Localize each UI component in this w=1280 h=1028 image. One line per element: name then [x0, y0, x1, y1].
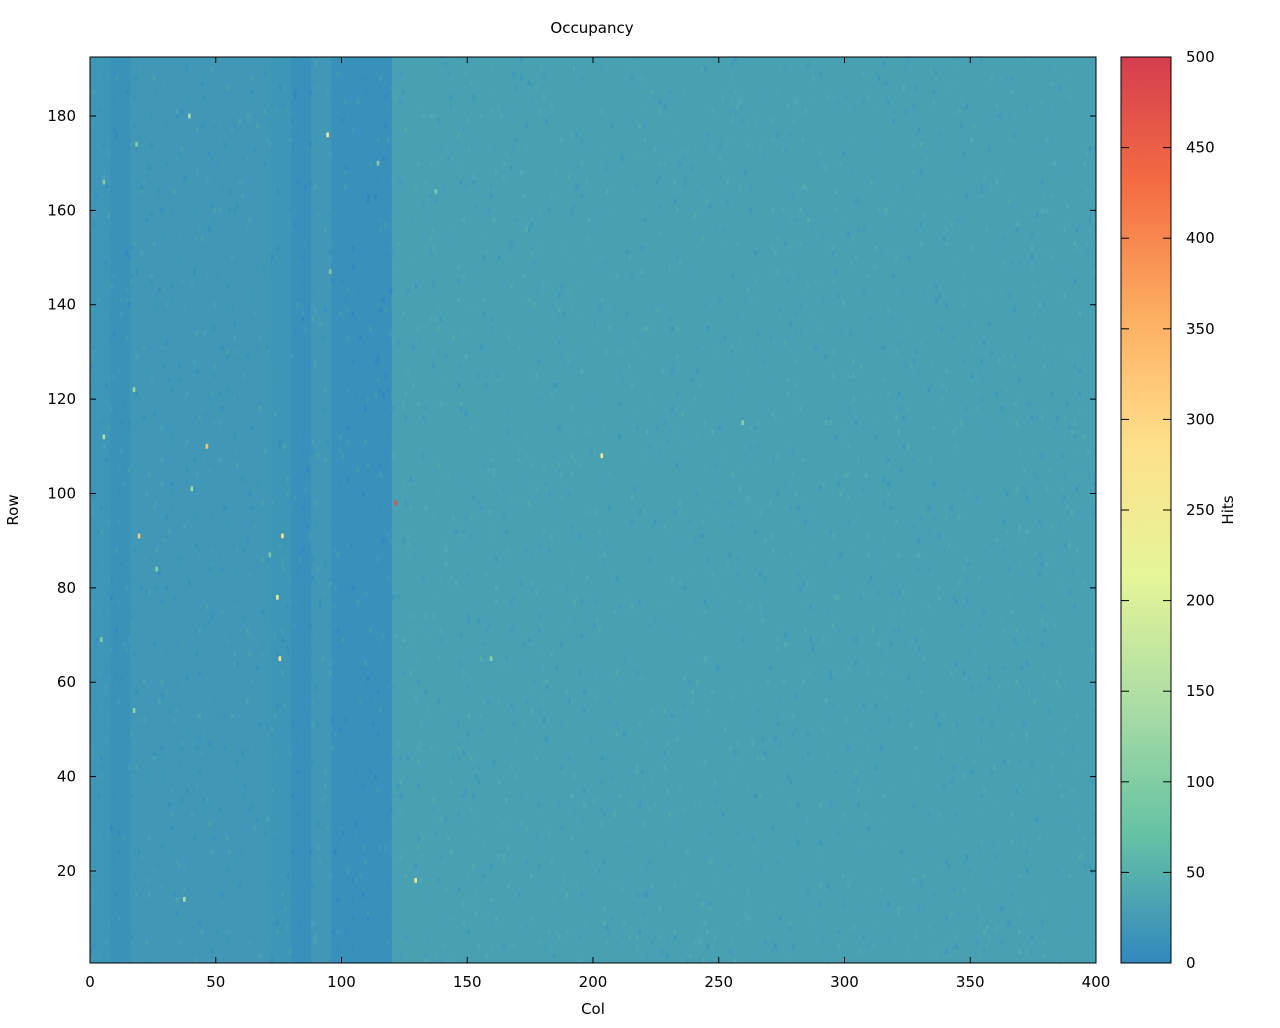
- hot-pixel-19: [489, 656, 493, 661]
- colorbar-tick-label: 350: [1186, 320, 1215, 338]
- hot-pixel-0: [188, 113, 191, 119]
- hot-pixel-24: [328, 269, 332, 275]
- colorbar-tick-label: 0: [1186, 954, 1196, 972]
- y-tick-label: 100: [47, 484, 76, 502]
- heatmap-noise: [90, 57, 1097, 964]
- x-tick-label: 100: [327, 973, 356, 991]
- column-band-6: [331, 57, 393, 963]
- heatmap-cells: [90, 57, 1097, 964]
- hot-pixel-14: [281, 533, 284, 539]
- y-tick-label: 120: [47, 390, 76, 408]
- y-tick-label: 180: [47, 107, 76, 125]
- hot-pixel-7: [102, 434, 106, 440]
- colorbar-tick-label: 500: [1186, 48, 1215, 66]
- x-tick-label: 150: [453, 973, 482, 991]
- hot-pixel-4: [102, 179, 106, 185]
- colorbar-tick-label: 250: [1186, 501, 1215, 519]
- y-tick-label: 80: [57, 579, 76, 597]
- colorbar-tick-label: 400: [1186, 229, 1215, 247]
- hot-pixel-16: [276, 594, 279, 600]
- colorbar-label: Hits: [1219, 495, 1237, 524]
- hot-pixel-9: [600, 453, 604, 459]
- colorbar: [1120, 56, 1172, 964]
- x-axis: 0 50 100 150 200 250 300 350 400: [85, 57, 1110, 991]
- hot-pixel-10: [741, 420, 744, 426]
- hot-pixel-12: [394, 500, 397, 506]
- hot-pixel-17: [100, 637, 103, 643]
- colorbar-tick-label: 300: [1186, 410, 1215, 428]
- column-band-7: [391, 57, 1097, 963]
- x-tick-label: 250: [704, 973, 733, 991]
- hot-pixel-15: [155, 566, 158, 572]
- y-tick-label: 60: [57, 673, 76, 691]
- column-band-1: [110, 57, 131, 963]
- hot-pixel-20: [132, 708, 136, 713]
- chart-title: Occupancy: [550, 19, 633, 37]
- x-tick-label: 300: [830, 973, 859, 991]
- y-tick-label: 40: [57, 768, 76, 786]
- colorbar-axis: 0 50 100 150 200 250 300 350 400 450 500: [1121, 48, 1215, 972]
- y-tick-label: 140: [47, 296, 76, 314]
- colorbar-tick-label: 450: [1186, 139, 1215, 157]
- hot-pixel-2: [135, 141, 138, 147]
- hot-pixel-13: [137, 533, 141, 539]
- colorbar-tick-label: 200: [1186, 592, 1215, 610]
- hot-pixel-22: [183, 896, 186, 902]
- column-band-3: [271, 57, 292, 963]
- hot-pixel-23: [268, 552, 272, 558]
- hot-pixel-3: [376, 160, 380, 166]
- colorbar-tick-label: 150: [1186, 682, 1215, 700]
- hot-pixel-11: [190, 486, 194, 492]
- y-tick-label: 20: [57, 862, 76, 880]
- x-axis-label: Col: [581, 1000, 605, 1018]
- x-tick-label: 400: [1082, 973, 1111, 991]
- x-tick-label: 200: [579, 973, 608, 991]
- hot-pixel-5: [434, 189, 438, 194]
- x-tick-label: 50: [206, 973, 225, 991]
- y-axis: 20 40 60 80 100 120 140 160 180: [47, 107, 1096, 880]
- column-band-2: [130, 57, 272, 963]
- y-axis-label: Row: [4, 494, 22, 525]
- hot-pixel-1: [326, 132, 329, 138]
- x-tick-label: 0: [85, 973, 95, 991]
- colorbar-tick-label: 50: [1186, 863, 1205, 881]
- y-tick-label: 160: [47, 201, 76, 219]
- hot-pixel-21: [414, 878, 417, 883]
- colorbar-tick-label: 100: [1186, 773, 1215, 791]
- hot-pixel-8: [205, 443, 209, 449]
- hot-pixel-18: [278, 656, 282, 661]
- x-tick-label: 350: [956, 973, 985, 991]
- hot-pixel-6: [132, 387, 136, 393]
